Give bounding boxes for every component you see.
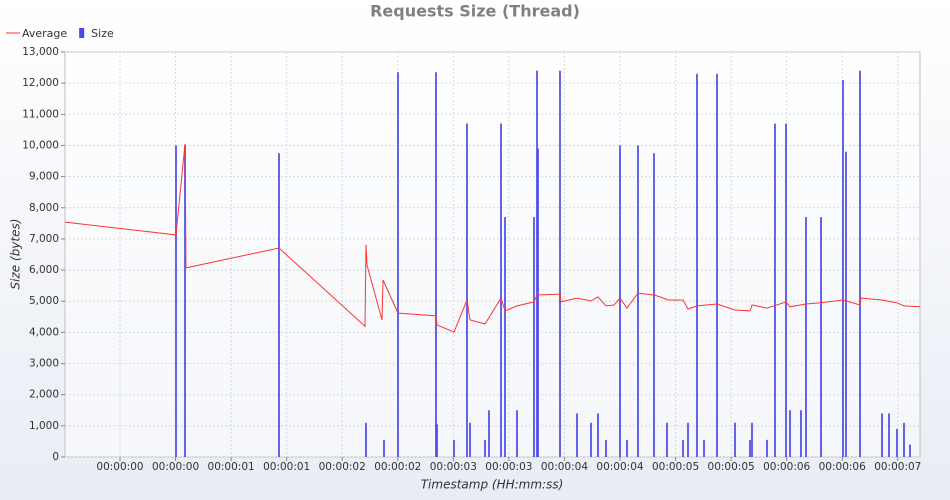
- bar: [896, 428, 898, 457]
- bar: [842, 80, 844, 458]
- bar: [435, 72, 437, 457]
- x-tick-label: 00:00:02: [374, 461, 421, 473]
- y-tick-label: 7,000: [29, 233, 59, 245]
- bar: [703, 439, 705, 457]
- bar: [716, 73, 718, 458]
- bar: [903, 422, 905, 457]
- line: [64, 143, 921, 333]
- bar: [484, 439, 486, 457]
- bar: [469, 422, 471, 457]
- bar: [789, 410, 791, 457]
- x-tick-label: 00:00:04: [541, 461, 588, 473]
- x-tick-label: 00:00:06: [763, 461, 810, 473]
- bar: [800, 410, 802, 457]
- y-tick-label: 6,000: [29, 264, 59, 276]
- x-tick-label: 00:00:00: [96, 461, 143, 473]
- bar: [500, 123, 502, 458]
- y-tick-label: 12,000: [22, 77, 59, 89]
- x-tick-label: 00:00:07: [874, 461, 921, 473]
- bar: [774, 123, 776, 458]
- y-tick-label: 5,000: [29, 295, 59, 307]
- x-tick-label: 00:00:04: [596, 461, 643, 473]
- bar: [845, 151, 847, 457]
- bar: [533, 217, 535, 457]
- bar: [488, 410, 490, 457]
- y-tick-label: 9,000: [29, 171, 59, 183]
- plot-area: [64, 51, 921, 458]
- bar: [383, 439, 385, 457]
- y-tick-label: 2,000: [29, 389, 59, 401]
- bar: [909, 444, 911, 457]
- bar: [590, 422, 592, 457]
- y-tick-label: 1,000: [29, 420, 59, 432]
- bar: [605, 439, 607, 457]
- x-tick-label: 00:00:05: [652, 461, 699, 473]
- legend-swatch: [79, 28, 85, 38]
- x-tick-label: 00:00:01: [263, 461, 310, 473]
- x-tick-label: 00:00:03: [485, 461, 532, 473]
- bar: [184, 145, 186, 457]
- bar: [749, 439, 751, 457]
- x-tick-label: 00:00:06: [819, 461, 866, 473]
- chart-title: Requests Size (Thread): [370, 2, 580, 21]
- y-tick-label: 3,000: [29, 358, 59, 370]
- bar: [365, 422, 367, 457]
- x-tick-label: 00:00:01: [208, 461, 255, 473]
- bar: [805, 217, 807, 457]
- x-tick-label: 00:00:00: [152, 461, 199, 473]
- bar: [785, 123, 787, 458]
- bar: [687, 422, 689, 457]
- bar: [820, 217, 822, 457]
- x-tick-label: 00:00:03: [430, 461, 477, 473]
- bar: [734, 422, 736, 457]
- bar: [278, 153, 280, 457]
- x-tick-label: 00:00:02: [319, 461, 366, 473]
- bar: [453, 439, 455, 457]
- bar: [766, 439, 768, 457]
- y-axis-title: Size (bytes): [9, 219, 23, 290]
- y-tick-label: 0: [52, 451, 59, 463]
- y-tick-label: 13,000: [22, 46, 59, 58]
- bar: [696, 73, 698, 458]
- bar: [516, 410, 518, 457]
- bar: [436, 424, 438, 457]
- bar: [751, 422, 753, 457]
- x-axis-title: Timestamp (HH:mm:ss): [421, 478, 564, 492]
- bar: [466, 123, 468, 458]
- y-tick-label: 10,000: [22, 139, 59, 151]
- bar: [175, 145, 177, 457]
- bar: [537, 148, 539, 458]
- y-tick-label: 4,000: [29, 326, 59, 338]
- bar: [504, 217, 506, 457]
- legend-label: Average: [22, 27, 67, 40]
- bar: [559, 70, 561, 457]
- bar: [682, 439, 684, 457]
- bar: [859, 70, 861, 457]
- y-tick-label: 8,000: [29, 202, 59, 214]
- y-tick-label: 11,000: [22, 108, 59, 120]
- bar: [576, 413, 578, 457]
- bar: [597, 413, 599, 457]
- bar: [881, 413, 883, 457]
- bar: [619, 145, 621, 457]
- x-tick-label: 00:00:05: [708, 461, 755, 473]
- bar: [637, 145, 639, 457]
- bar: [666, 422, 668, 457]
- bar: [653, 153, 655, 457]
- bar: [626, 439, 628, 457]
- bar: [888, 413, 890, 457]
- legend-label: Size: [91, 27, 114, 40]
- bar: [397, 72, 399, 457]
